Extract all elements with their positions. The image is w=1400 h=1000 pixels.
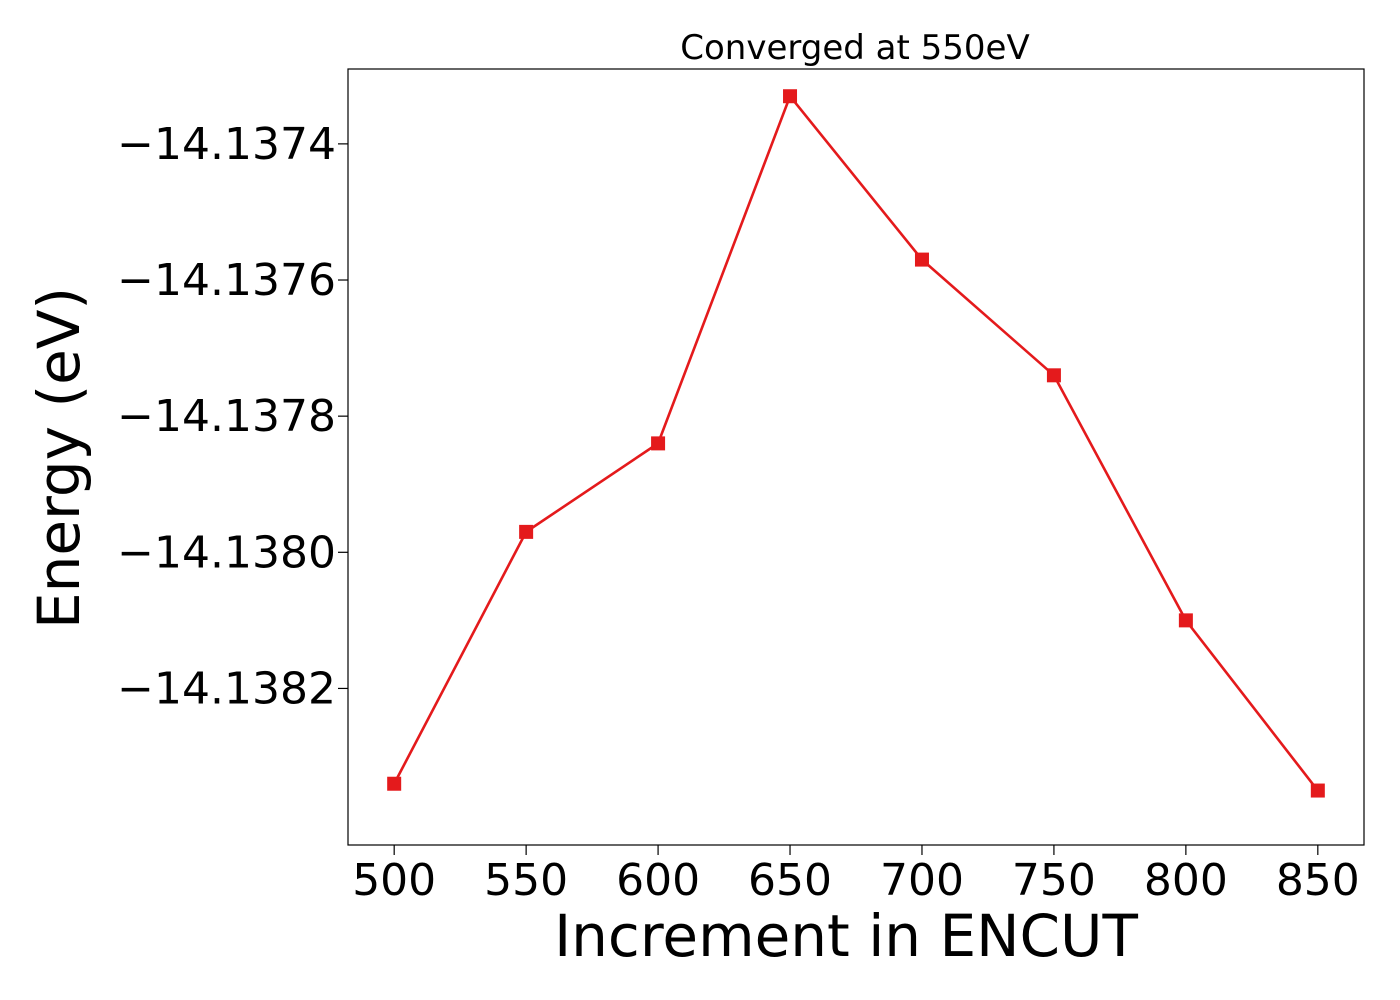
x-tick-label: 600 bbox=[616, 855, 700, 906]
y-axis-label: Energy (eV) bbox=[25, 287, 93, 629]
data-point-marker bbox=[914, 252, 929, 267]
data-point-marker bbox=[1310, 783, 1325, 798]
x-tick-label: 800 bbox=[1144, 855, 1228, 906]
data-point-marker bbox=[387, 776, 402, 791]
x-tick-label: 550 bbox=[484, 855, 568, 906]
x-tick-label: 750 bbox=[1012, 855, 1096, 906]
y-tick-label: −14.1382 bbox=[117, 663, 336, 714]
chart-title: Converged at 550eV bbox=[680, 28, 1029, 68]
y-tick-label: −14.1374 bbox=[117, 119, 336, 170]
data-point-marker bbox=[1046, 368, 1061, 383]
data-point-marker bbox=[519, 524, 534, 539]
x-tick-label: 850 bbox=[1276, 855, 1360, 906]
x-tick-label: 500 bbox=[352, 855, 436, 906]
y-axis-ticks: −14.1382 −14.1380 −14.1378 −14.1376 −14.1374 bbox=[117, 119, 348, 714]
y-tick-label: −14.1380 bbox=[117, 527, 336, 578]
series-line bbox=[393, 94, 1319, 792]
data-point-marker bbox=[783, 89, 798, 104]
plot-area-frame bbox=[347, 68, 1365, 846]
x-tick-label: 650 bbox=[748, 855, 832, 906]
data-point-marker bbox=[651, 436, 666, 451]
x-axis-ticks: 500 550 600 650 700 750 800 850 bbox=[352, 845, 1360, 906]
y-tick-label: −14.1378 bbox=[117, 391, 336, 442]
series-layer bbox=[387, 89, 1325, 798]
x-axis-label: Increment in ENCUT bbox=[554, 902, 1138, 970]
data-point-marker bbox=[1178, 613, 1193, 628]
x-tick-label: 700 bbox=[880, 855, 964, 906]
y-tick-label: −14.1376 bbox=[117, 255, 336, 306]
